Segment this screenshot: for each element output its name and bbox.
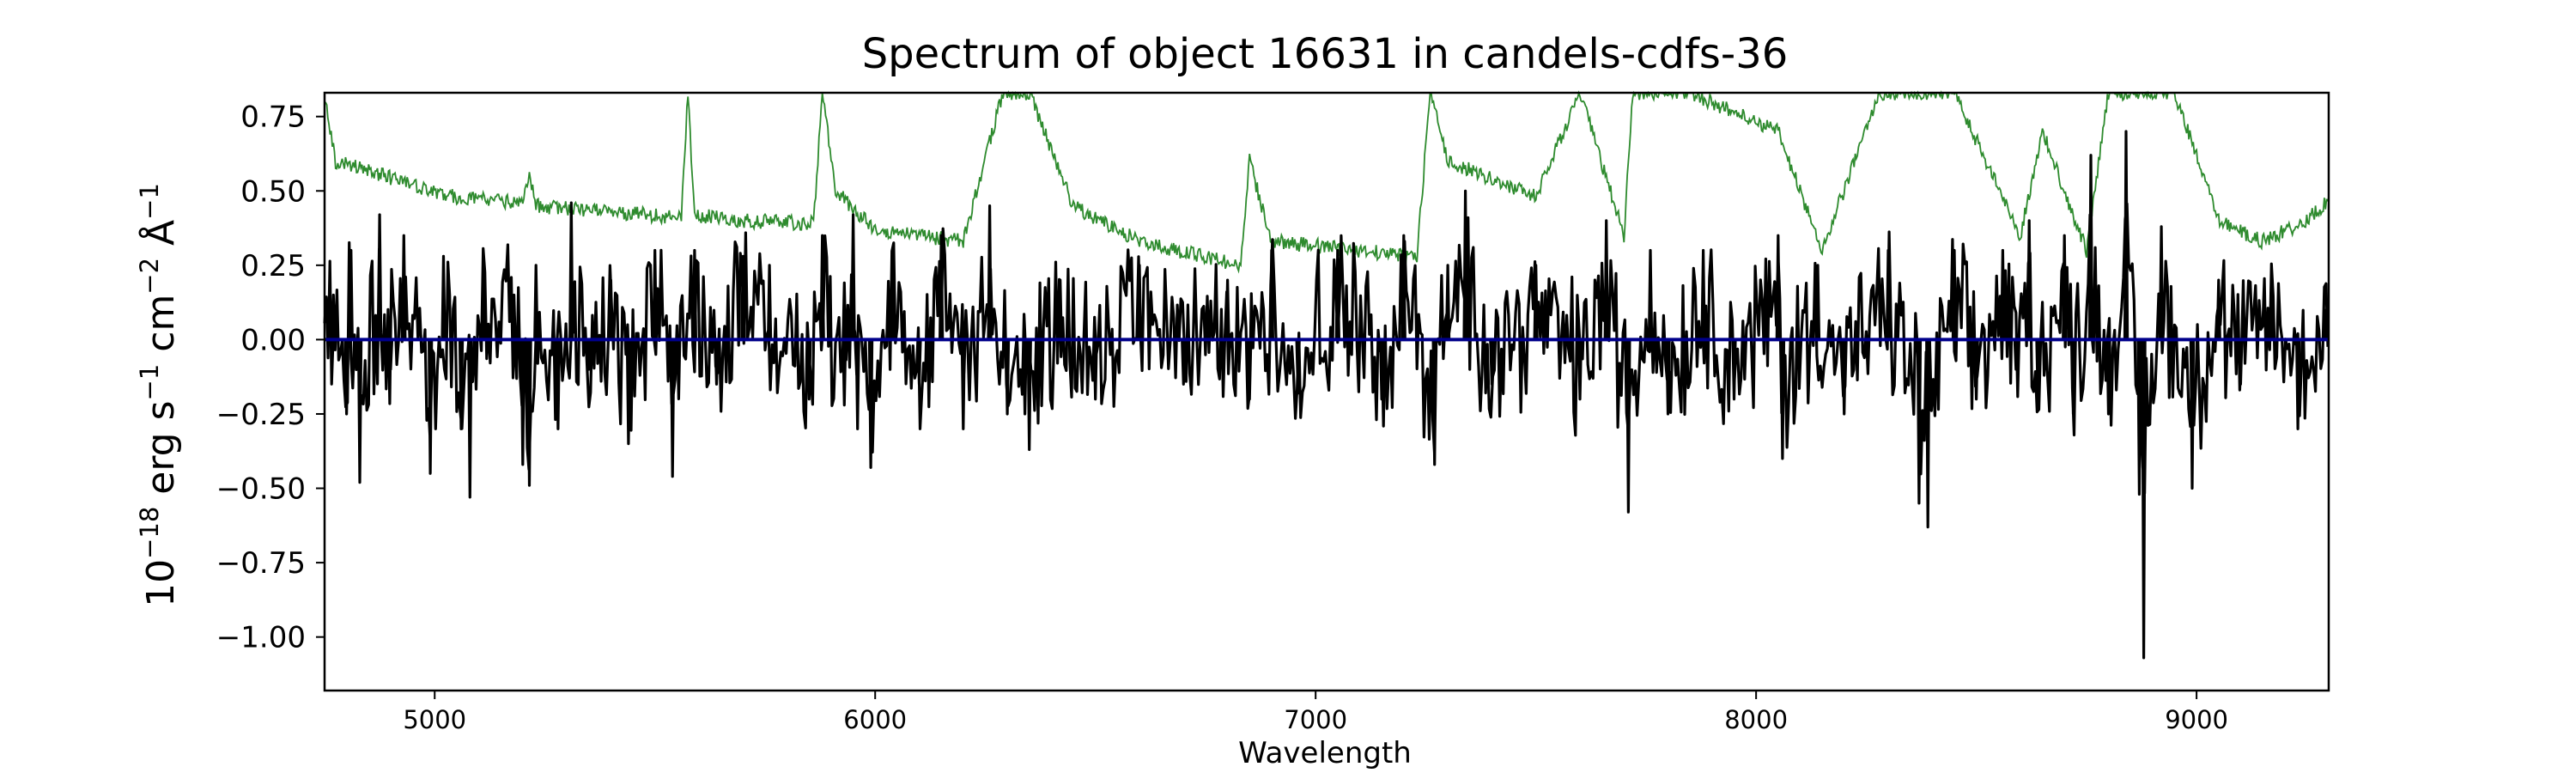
x-tick-label: 9000 <box>2165 705 2228 734</box>
y-tick-label: −0.75 <box>216 546 306 581</box>
y-tick-label: 0.50 <box>240 174 306 209</box>
y-label-unit2: cm <box>139 295 183 364</box>
flux-series-group <box>323 130 2330 660</box>
y-label-unit3: Å <box>137 220 183 258</box>
y-label-exp: −18 <box>135 507 164 559</box>
y-tick-label: 0.25 <box>240 249 306 283</box>
y-axis: −1.00 −0.75 −0.50 −0.25 0.00 0.25 0.50 0.75 <box>216 100 325 655</box>
x-tick-label: 5000 <box>403 705 466 734</box>
y-tick-label: −0.50 <box>216 472 306 507</box>
y-label-base: 10 <box>139 559 183 607</box>
plot-background <box>325 93 2329 691</box>
x-axis: 5000 6000 7000 8000 9000 <box>403 691 2228 734</box>
y-axis-label: 10−18 erg s−1 cm−2 Å−1 <box>135 183 183 607</box>
y-label-exp2: −1 <box>135 364 164 401</box>
y-tick-label: 0.75 <box>240 100 306 135</box>
x-axis-label: Wavelength <box>1238 736 1412 770</box>
y-label-unit1: erg s <box>139 400 183 506</box>
plot-area <box>323 89 2330 692</box>
y-label-exp3: −2 <box>135 258 164 295</box>
y-tick-label: 0.00 <box>240 323 306 357</box>
y-label-exp4: −1 <box>135 183 164 220</box>
error-spectrum-line <box>324 89 2330 274</box>
x-tick-label: 8000 <box>1724 705 1788 734</box>
plot-frame <box>323 91 2330 692</box>
flux-spectrum-line <box>323 130 2330 660</box>
chart-title: Spectrum of object 16631 in candels-cdfs… <box>862 30 1789 78</box>
x-tick-label: 6000 <box>843 705 907 734</box>
error-series-group <box>324 89 2330 274</box>
y-tick-label: −1.00 <box>216 621 306 655</box>
y-tick-label: −0.25 <box>216 398 306 432</box>
x-tick-label: 7000 <box>1284 705 1347 734</box>
